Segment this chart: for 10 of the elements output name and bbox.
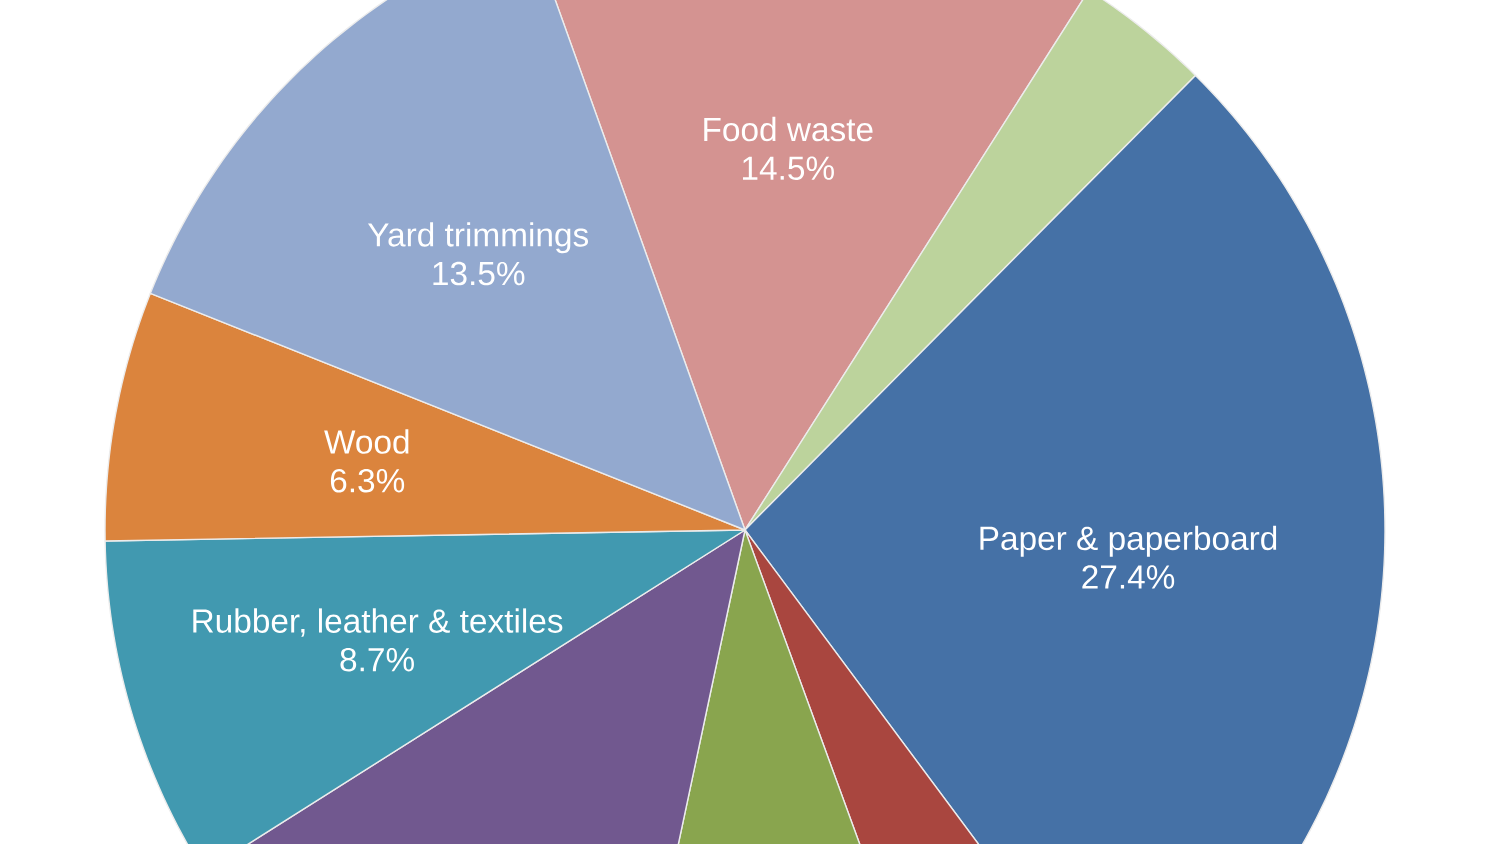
slice-label: Paper & paperboard (980, 525, 1277, 557)
slice-label: Rubber, leather & textiles (193, 608, 563, 637)
slice-label: Wood (324, 429, 409, 454)
data-label: 13.5% (433, 261, 525, 286)
data-label: 6.3% (330, 468, 405, 493)
data-label: 14.5% (743, 156, 834, 180)
slice-label: Food waste (704, 116, 873, 142)
data-label: 8.7% (340, 647, 414, 672)
slice-label: Yard trimmings (367, 222, 589, 254)
data-label: 27.4% (1082, 565, 1175, 589)
